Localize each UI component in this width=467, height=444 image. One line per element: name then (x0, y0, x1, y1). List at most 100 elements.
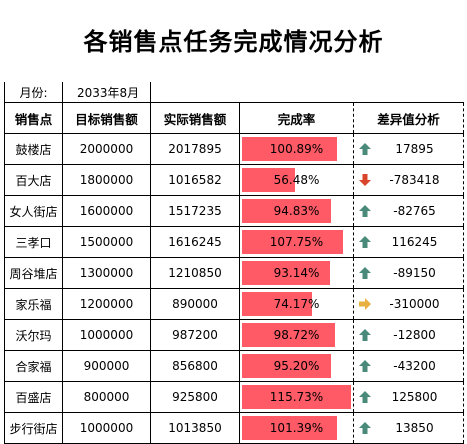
table-row: 女人街店 1600000 1517235 94.83% -82765 (4, 195, 464, 227)
diff-content: -89150 (354, 266, 463, 280)
actual-cell[interactable]: 1016582 (150, 164, 240, 196)
diff-cell[interactable]: 13850 (353, 412, 464, 444)
trend-icon (354, 359, 376, 373)
actual-cell[interactable]: 925800 (150, 381, 240, 413)
store-cell[interactable]: 鼓楼店 (4, 133, 63, 165)
store-cell[interactable]: 沃尔玛 (4, 319, 63, 351)
target-cell[interactable]: 1800000 (62, 164, 151, 196)
diff-value: -783418 (389, 173, 440, 187)
diff-cell[interactable]: -43200 (353, 350, 464, 382)
target-cell[interactable]: 900000 (62, 350, 151, 382)
target-cell[interactable]: 800000 (62, 381, 151, 413)
rate-cell[interactable]: 100.89% (239, 133, 354, 165)
rate-bar-track (242, 168, 351, 192)
diff-cell[interactable]: 125800 (353, 381, 464, 413)
actual-cell[interactable]: 1616245 (150, 226, 240, 258)
store-cell[interactable]: 百盛店 (4, 381, 63, 413)
diff-cell[interactable]: 116245 (353, 226, 464, 258)
header-store: 销售点 (4, 102, 63, 134)
month-value[interactable]: 2033年8月 (62, 82, 151, 103)
table-row: 鼓楼店 2000000 2017895 100.89% 17895 (4, 133, 464, 165)
table-row: 百盛店 800000 925800 115.73% 125800 (4, 381, 464, 413)
store-cell[interactable]: 周谷堆店 (4, 257, 63, 289)
diff-value: -43200 (393, 359, 436, 373)
arrow-up-icon (359, 391, 371, 403)
header-rate: 完成率 (239, 102, 354, 134)
diff-content: -82765 (354, 204, 463, 218)
table-row: 步行街店 1000000 1013850 101.39% 13850 (4, 412, 464, 444)
month-empty-cell[interactable] (239, 82, 354, 103)
table-row: 百大店 1800000 1016582 56.48% -783418 (4, 164, 464, 196)
diff-cell[interactable]: -12800 (353, 319, 464, 351)
store-cell[interactable]: 合家福 (4, 350, 63, 382)
arrow-up-icon (359, 143, 371, 155)
rate-text: 93.14% (273, 266, 320, 280)
rate-bar-track (242, 261, 351, 285)
actual-cell[interactable]: 2017895 (150, 133, 240, 165)
store-cell[interactable]: 步行街店 (4, 412, 63, 444)
diff-cell[interactable]: -310000 (353, 288, 464, 320)
rate-bar-track (242, 323, 351, 347)
arrow-up-icon (359, 360, 371, 372)
rate-cell[interactable]: 107.75% (239, 226, 354, 258)
actual-cell[interactable]: 890000 (150, 288, 240, 320)
arrow-right-icon (359, 298, 371, 310)
actual-cell[interactable]: 1517235 (150, 195, 240, 227)
target-cell[interactable]: 2000000 (62, 133, 151, 165)
rate-bar-track (242, 137, 351, 161)
actual-cell[interactable]: 856800 (150, 350, 240, 382)
rate-cell[interactable]: 56.48% (239, 164, 354, 196)
store-cell[interactable]: 三孝口 (4, 226, 63, 258)
rate-cell[interactable]: 95.20% (239, 350, 354, 382)
diff-cell[interactable]: 17895 (353, 133, 464, 165)
month-row: 月份: 2033年8月 (4, 82, 464, 103)
rate-cell[interactable]: 93.14% (239, 257, 354, 289)
target-cell[interactable]: 1600000 (62, 195, 151, 227)
rate-bar (242, 137, 337, 161)
actual-cell[interactable]: 1013850 (150, 412, 240, 444)
rate-text: 98.72% (273, 328, 320, 342)
actual-cell[interactable]: 987200 (150, 319, 240, 351)
month-empty-cell[interactable] (353, 82, 464, 103)
arrow-down-icon (359, 174, 371, 186)
target-cell[interactable]: 1000000 (62, 412, 151, 444)
header-target: 目标销售额 (62, 102, 151, 134)
rate-cell[interactable]: 98.72% (239, 319, 354, 351)
rate-text: 74.17% (273, 297, 320, 311)
rate-bar-track (242, 385, 351, 409)
diff-value: -310000 (389, 297, 440, 311)
store-cell[interactable]: 家乐福 (4, 288, 63, 320)
diff-cell[interactable]: -89150 (353, 257, 464, 289)
actual-cell[interactable]: 1210850 (150, 257, 240, 289)
month-empty-cell[interactable] (150, 82, 240, 103)
target-cell[interactable]: 1300000 (62, 257, 151, 289)
trend-icon (354, 297, 376, 311)
store-cell[interactable]: 女人街店 (4, 195, 63, 227)
target-cell[interactable]: 1200000 (62, 288, 151, 320)
rate-bar (242, 199, 332, 223)
target-cell[interactable]: 1000000 (62, 319, 151, 351)
trend-icon (354, 421, 376, 435)
table-row: 沃尔玛 1000000 987200 98.72% -12800 (4, 319, 464, 351)
diff-cell[interactable]: -783418 (353, 164, 464, 196)
diff-content: 116245 (354, 235, 463, 249)
rate-bar (242, 261, 330, 285)
diff-content: -43200 (354, 359, 463, 373)
arrow-up-icon (359, 236, 371, 248)
rate-cell[interactable]: 115.73% (239, 381, 354, 413)
rate-cell[interactable]: 101.39% (239, 412, 354, 444)
rate-cell[interactable]: 74.17% (239, 288, 354, 320)
diff-content: 13850 (354, 421, 463, 435)
arrow-up-icon (359, 205, 371, 217)
rate-cell[interactable]: 94.83% (239, 195, 354, 227)
rate-bar (242, 168, 296, 192)
target-cell[interactable]: 1500000 (62, 226, 151, 258)
header-diff: 差异值分析 (353, 102, 464, 134)
rate-bar (242, 230, 344, 254)
table-row: 合家福 900000 856800 95.20% -43200 (4, 350, 464, 382)
rate-text: 100.89% (269, 142, 324, 156)
diff-content: 17895 (354, 142, 463, 156)
trend-icon (354, 142, 376, 156)
diff-cell[interactable]: -82765 (353, 195, 464, 227)
store-cell[interactable]: 百大店 (4, 164, 63, 196)
